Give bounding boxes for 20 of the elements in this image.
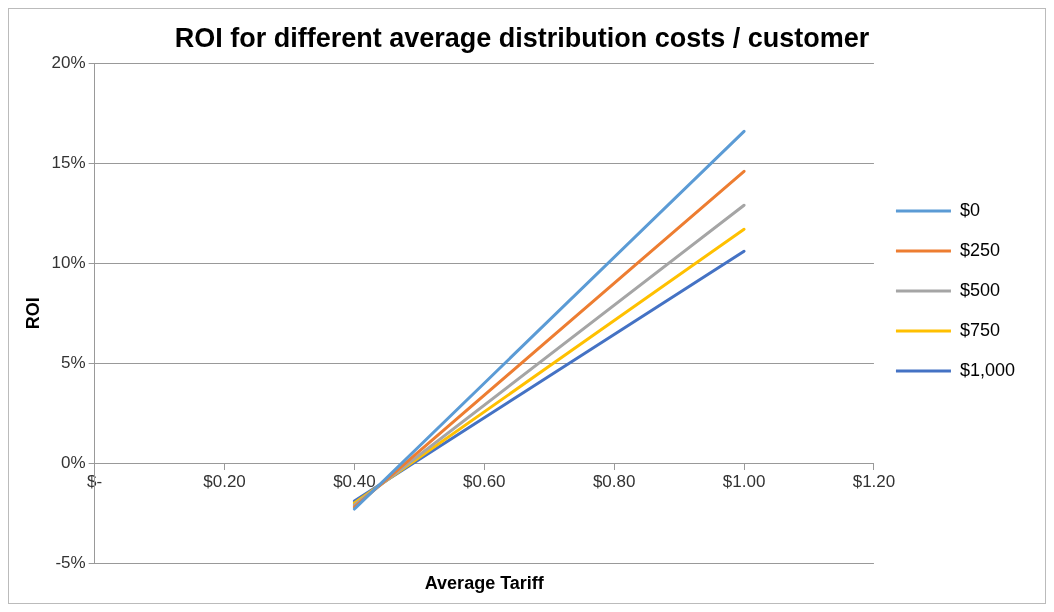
legend-label: $1,000 (959, 359, 1016, 380)
x-tick-label: $1.00 (722, 471, 766, 491)
y-tick-label: 10% (51, 252, 86, 272)
y-tick-label: 15% (51, 153, 86, 173)
legend-label: $0 (959, 199, 980, 220)
y-tick-label: 5% (61, 352, 86, 372)
x-axis-title: Average Tariff (424, 572, 545, 593)
legend-label: $250 (959, 239, 1000, 260)
x-tick-label: $0.40 (333, 471, 376, 491)
x-tick-label: $0.80 (592, 471, 636, 491)
x-tick-label: $1.20 (852, 471, 896, 491)
chart-title: ROI for different average distribution costs / customer (174, 22, 870, 53)
y-tick-label: 20% (51, 53, 86, 73)
x-tick-label: $0.60 (463, 471, 506, 491)
y-tick-label: -5% (55, 552, 86, 572)
y-axis-title: ROI (22, 297, 43, 330)
legend-label: $750 (959, 319, 1000, 340)
y-tick-label: 0% (61, 452, 86, 472)
x-tick-label: $0.20 (203, 471, 246, 491)
legend-label: $500 (959, 279, 1000, 300)
